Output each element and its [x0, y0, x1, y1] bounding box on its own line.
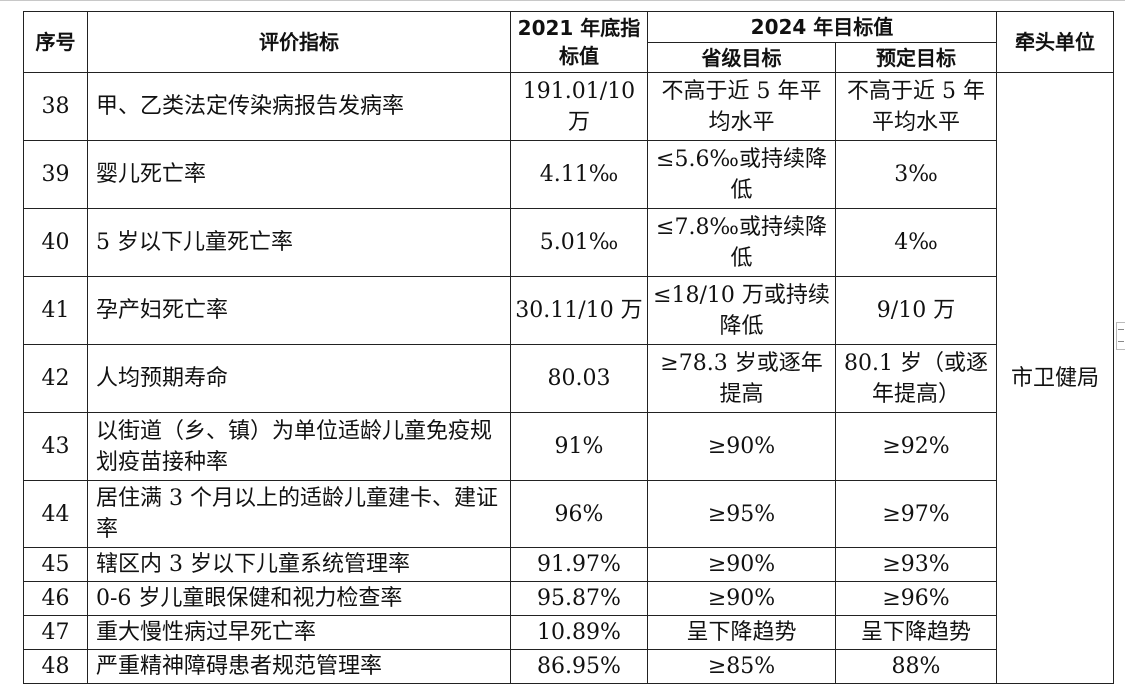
- row-baseline: 10.89%: [510, 615, 648, 650]
- header-baseline: 2021 年底指标值: [510, 11, 648, 73]
- row-provincial-target: ≥95%: [647, 480, 836, 548]
- table-row: 44 居住满 3 个月以上的适龄儿童建卡、建证率 96% ≥95% ≥97%: [23, 480, 1114, 548]
- row-provincial-target: ≥78.3 岁或逐年提高: [647, 344, 836, 413]
- row-baseline: 91.97%: [510, 547, 648, 582]
- header-provincial-target: 省级目标: [647, 42, 836, 73]
- table-row: 39 婴儿死亡率 4.11‰ ≤5.6‰或持续降低 3‰: [23, 140, 1114, 209]
- row-seq: 45: [23, 547, 88, 582]
- row-indicator: 人均预期寿命: [87, 344, 511, 413]
- row-indicator: 严重精神障碍患者规范管理率: [87, 649, 511, 684]
- row-planned-target: ≥97%: [835, 480, 997, 548]
- table-row: 41 孕产妇死亡率 30.11/10 万 ≤18/10 万或持续降低 9/10 万: [23, 276, 1114, 345]
- row-provincial-target: ≤7.8‰或持续降低: [647, 208, 836, 277]
- table-row: 43 以街道（乡、镇）为单位适龄儿童免疫规划疫苗接种率 91% ≥90% ≥92%: [23, 412, 1114, 481]
- header-target-group: 2024 年目标值: [647, 11, 997, 43]
- row-indicator: 0-6 岁儿童眼保健和视力检查率: [87, 581, 511, 616]
- side-handle-mark: [1118, 341, 1124, 342]
- table-row: 47 重大慢性病过早死亡率 10.89% 呈下降趋势 呈下降趋势: [23, 615, 1114, 650]
- row-planned-target: 9/10 万: [835, 276, 997, 345]
- table-row: 42 人均预期寿命 80.03 ≥78.3 岁或逐年提高 80.1 岁（或逐年提高）: [23, 344, 1114, 413]
- header-seq: 序号: [23, 11, 88, 73]
- row-baseline: 80.03: [510, 344, 648, 413]
- row-planned-target: 4‰: [835, 208, 997, 277]
- row-seq: 40: [23, 208, 88, 277]
- row-provincial-target: ≥90%: [647, 412, 836, 481]
- row-indicator: 孕产妇死亡率: [87, 276, 511, 345]
- row-planned-target: 不高于近 5 年平均水平: [835, 72, 997, 141]
- row-provincial-target: ≤18/10 万或持续降低: [647, 276, 836, 345]
- row-seq: 42: [23, 344, 88, 413]
- table-row: 46 0-6 岁儿童眼保健和视力检查率 95.87% ≥90% ≥96%: [23, 581, 1114, 616]
- header-planned-target: 预定目标: [835, 42, 997, 73]
- row-planned-target: 3‰: [835, 140, 997, 209]
- row-indicator: 婴儿死亡率: [87, 140, 511, 209]
- table-row: 40 5 岁以下儿童死亡率 5.01‰ ≤7.8‰或持续降低 4‰: [23, 208, 1114, 277]
- header-lead-unit: 牵头单位: [996, 11, 1114, 73]
- side-handle-mark: [1118, 329, 1124, 330]
- lead-unit-cell: 市卫健局: [996, 72, 1114, 684]
- row-planned-target: ≥92%: [835, 412, 997, 481]
- table-row: 48 严重精神障碍患者规范管理率 86.95% ≥85% 88%: [23, 649, 1114, 684]
- row-seq: 47: [23, 615, 88, 650]
- row-planned-target: 88%: [835, 649, 997, 684]
- row-baseline: 4.11‰: [510, 140, 648, 209]
- row-planned-target: ≥93%: [835, 547, 997, 582]
- row-planned-target: 80.1 岁（或逐年提高）: [835, 344, 997, 413]
- row-seq: 43: [23, 412, 88, 481]
- side-scroll-handle[interactable]: [1116, 322, 1125, 350]
- row-baseline: 91%: [510, 412, 648, 481]
- row-provincial-target: ≥90%: [647, 581, 836, 616]
- row-planned-target: ≥96%: [835, 581, 997, 616]
- row-planned-target: 呈下降趋势: [835, 615, 997, 650]
- row-seq: 39: [23, 140, 88, 209]
- row-indicator: 重大慢性病过早死亡率: [87, 615, 511, 650]
- page-top-rule: [0, 0, 1125, 1]
- row-indicator: 辖区内 3 岁以下儿童系统管理率: [87, 547, 511, 582]
- row-provincial-target: 不高于近 5 年平均水平: [647, 72, 836, 141]
- row-seq: 48: [23, 649, 88, 684]
- row-baseline: 86.95%: [510, 649, 648, 684]
- row-provincial-target: ≤5.6‰或持续降低: [647, 140, 836, 209]
- row-indicator: 以街道（乡、镇）为单位适龄儿童免疫规划疫苗接种率: [87, 412, 511, 481]
- table-row: 45 辖区内 3 岁以下儿童系统管理率 91.97% ≥90% ≥93%: [23, 547, 1114, 582]
- row-provincial-target: ≥90%: [647, 547, 836, 582]
- row-baseline: 5.01‰: [510, 208, 648, 277]
- row-indicator: 甲、乙类法定传染病报告发病率: [87, 72, 511, 141]
- table-row: 38 甲、乙类法定传染病报告发病率 191.01/10 万不高于近 5 年平均水平不…: [23, 72, 1114, 684]
- row-seq: 44: [23, 480, 88, 548]
- row-seq: 46: [23, 581, 88, 616]
- row-indicator: 居住满 3 个月以上的适龄儿童建卡、建证率: [87, 480, 511, 548]
- row-seq: 41: [23, 276, 88, 345]
- row-provincial-target: ≥85%: [647, 649, 836, 684]
- row-provincial-target: 呈下降趋势: [647, 615, 836, 650]
- row-baseline: 95.87%: [510, 581, 648, 616]
- row-seq: 38: [23, 72, 88, 141]
- row-baseline: 96%: [510, 480, 648, 548]
- indicator-table: 序号 评价指标 2021 年底指标值 2024 年目标值 牵头单位 省级目标 预…: [23, 11, 1114, 684]
- row-baseline: 191.01/10 万: [510, 72, 648, 141]
- row-baseline: 30.11/10 万: [510, 276, 648, 345]
- header-indicator: 评价指标: [87, 11, 511, 73]
- row-indicator: 5 岁以下儿童死亡率: [87, 208, 511, 277]
